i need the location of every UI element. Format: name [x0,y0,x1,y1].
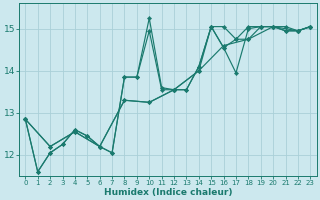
X-axis label: Humidex (Indice chaleur): Humidex (Indice chaleur) [104,188,232,197]
